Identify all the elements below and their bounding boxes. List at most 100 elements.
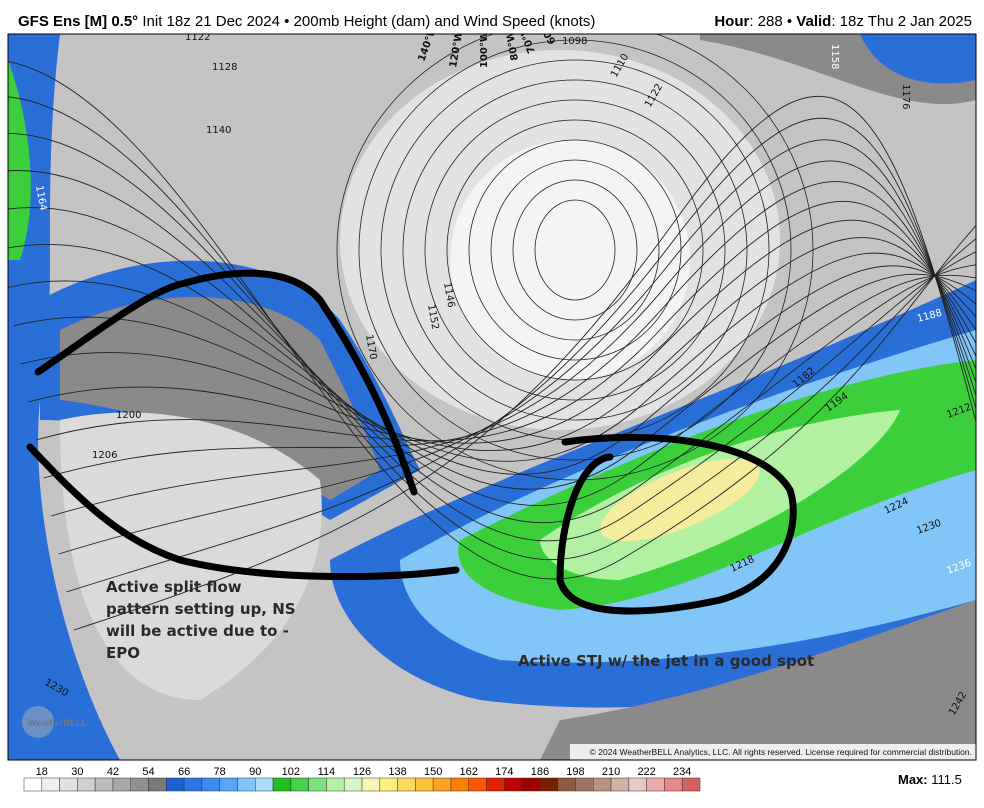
annotation-line: Active STJ w/ the jet in a good spot — [518, 652, 814, 670]
height-contour — [8, 265, 976, 475]
colorbar-cell — [237, 777, 256, 792]
colorbar-cell — [326, 777, 345, 792]
colorbar-cell — [628, 777, 647, 792]
contour-label: 1152 — [425, 304, 440, 331]
jet-west — [8, 34, 120, 760]
drawn-line — [34, 269, 418, 496]
longitude-label: 60°W — [534, 15, 559, 46]
colorbar-label: 222 — [637, 766, 655, 778]
colorbar-label: 54 — [142, 766, 154, 778]
colorbar-cell — [415, 777, 434, 792]
colorbar-cell — [575, 777, 594, 792]
height-contour — [51, 160, 976, 517]
contour-label: 1206 — [92, 450, 117, 461]
height-contour — [490, 159, 660, 341]
colorbar-cell — [504, 777, 523, 792]
valid-text: : 18z Thu 2 Jan 2025 — [831, 13, 972, 30]
map-frame — [7, 33, 977, 761]
height-contour — [8, 96, 976, 560]
colorbar-label: 162 — [460, 766, 478, 778]
colorbar-label: 30 — [71, 766, 83, 778]
colorbar-cell — [112, 777, 131, 792]
colorbar-cell — [361, 777, 381, 792]
logo-icon — [22, 706, 54, 738]
height-contour — [20, 237, 976, 452]
drawn-circle — [556, 433, 797, 615]
height-contour — [8, 61, 976, 580]
colorbar-cell — [219, 777, 238, 792]
annotation-line: Active split flow — [106, 578, 242, 596]
colorbar-cell — [290, 777, 309, 792]
colorbar-cell — [521, 777, 541, 792]
valid-info: Hour: 288 • Valid: 18z Thu 2 Jan 2025 — [714, 13, 972, 30]
colorbar-cell — [432, 777, 452, 792]
colorbar-cell — [681, 777, 701, 792]
colorbar-cell — [272, 777, 292, 792]
colorbar-label: 198 — [566, 766, 584, 778]
colorbar-cell — [450, 777, 469, 792]
colorbar-label: 126 — [353, 766, 371, 778]
contour-label: 1200 — [116, 410, 141, 421]
jet-ne — [860, 34, 976, 84]
colorbar-cell — [557, 777, 576, 792]
title: GFS Ens [M] 0.5° Init 18z 21 Dec 2024 • … — [18, 13, 595, 30]
colorbar-cell — [148, 777, 167, 792]
subtitle: Init 18z 21 Dec 2024 • 200mb Height (dam… — [142, 13, 595, 30]
copyright: © 2024 WeatherBELL Analytics, LLC. All r… — [590, 747, 972, 757]
height-contour — [8, 133, 976, 542]
height-contour — [446, 119, 704, 381]
colorbar-cell — [468, 777, 487, 792]
height-contour — [336, 34, 814, 481]
contour-label: 1176 — [900, 84, 911, 109]
contour-label: 1164 — [33, 185, 48, 212]
colorbar-label: 174 — [495, 766, 513, 778]
contour-label: 1146 — [441, 282, 456, 309]
colorbar-cell — [610, 777, 630, 792]
colorbar-cell — [77, 777, 96, 792]
hour-text: : 288 • — [749, 13, 796, 30]
colorbar-label: 66 — [178, 766, 190, 778]
colorbar-cell — [183, 777, 203, 792]
jet-core-west — [8, 60, 31, 260]
map: 1122 1128 1140 1164 1200 1206 1230 1170 … — [8, 15, 976, 760]
max: Max: 111.5 — [898, 772, 962, 787]
max-label: Max: — [898, 772, 928, 787]
height-contour — [28, 219, 976, 444]
contour-label: 1128 — [212, 62, 237, 73]
copyright-bg — [570, 744, 976, 760]
contours — [8, 34, 976, 631]
colorbar-label: 18 — [36, 766, 48, 778]
height-contour — [8, 243, 976, 490]
colorbar-cell — [379, 777, 398, 792]
light-area — [60, 412, 322, 700]
colorbar-label: 210 — [602, 766, 620, 778]
colorbar-label: 234 — [673, 766, 691, 778]
colorbar-label: 78 — [214, 766, 226, 778]
colorbar-cell — [201, 777, 220, 792]
title-text: GFS Ens [M] 0.5° — [18, 13, 138, 30]
longitude-label: 100°W — [479, 31, 490, 68]
colorbar-cell — [343, 777, 363, 792]
colorbar-cell — [166, 777, 185, 792]
height-contour — [534, 199, 616, 301]
hour-label: Hour — [714, 13, 749, 30]
colorbar-cell — [130, 777, 149, 792]
annotation-line: EPO — [106, 644, 140, 662]
height-contour — [402, 79, 748, 421]
height-contour — [73, 95, 976, 631]
colorbar-label: 42 — [107, 766, 119, 778]
colorbar-cell — [539, 777, 558, 792]
height-contour — [468, 139, 682, 361]
height-contour — [8, 207, 976, 506]
colorbar-cell — [397, 777, 416, 792]
colorbar-cell — [41, 777, 60, 792]
height-contour — [512, 179, 638, 321]
colorbar-label: 90 — [249, 766, 261, 778]
colorbar-cell — [486, 777, 505, 792]
colorbar-label: 138 — [388, 766, 406, 778]
colorbar-cell — [59, 777, 78, 792]
annotation: Active split flow pattern setting up, NS w… — [106, 578, 296, 662]
contour-label: 1122 — [185, 32, 210, 43]
colorbar-cell — [664, 777, 683, 792]
